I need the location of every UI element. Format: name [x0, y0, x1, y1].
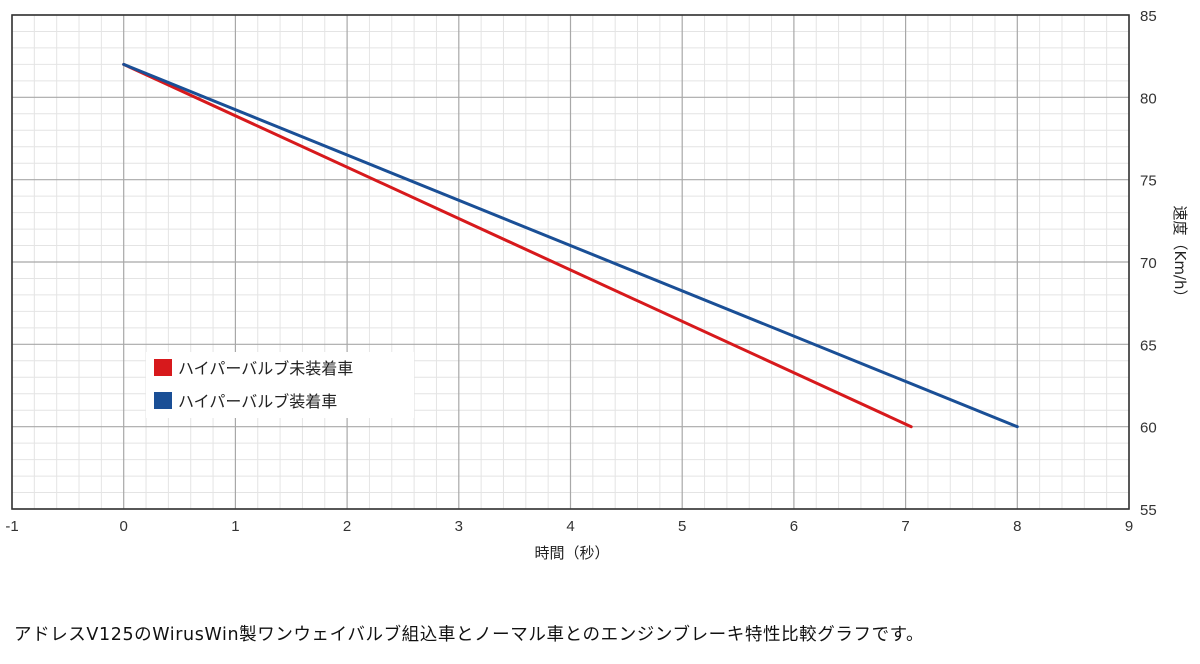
y-tick-label: 70 [1140, 255, 1157, 272]
x-tick-label: 9 [1125, 518, 1133, 535]
x-tick-label: 2 [343, 518, 351, 535]
x-axis-label: 時間（秒） [534, 544, 609, 562]
x-tick-labels: -1 0 1 2 3 4 5 6 7 8 9 [5, 518, 1133, 535]
speed-chart: -1 0 1 2 3 4 5 6 7 8 9 55 60 65 70 75 80 85 時間（秒） 速度（Km/… [5, 8, 1189, 562]
y-tick-label: 60 [1140, 420, 1157, 437]
y-tick-label: 85 [1140, 8, 1157, 25]
series-line-0 [122, 62, 913, 429]
legend: ハイパーバルブ未装着車 ハイパーバルブ装着車 [146, 352, 414, 418]
x-tick-label: 8 [1013, 518, 1021, 535]
x-tick-label: 1 [231, 518, 239, 535]
series-line-1 [122, 62, 1019, 429]
x-tick-label: 6 [790, 518, 798, 535]
legend-label-not-equipped: ハイパーバルブ未装着車 [178, 359, 353, 378]
y-tick-label: 65 [1140, 337, 1157, 354]
y-tick-label: 80 [1140, 90, 1157, 107]
legend-swatch-not-equipped [154, 359, 172, 376]
legend-background [146, 352, 414, 418]
x-tick-label: 3 [455, 518, 463, 535]
x-tick-label: -1 [5, 518, 18, 535]
caption: アドレスV125のWirusWin製ワンウェイバルブ組込車とノーマル車とのエンジ… [14, 625, 925, 645]
x-tick-label: 4 [566, 518, 574, 535]
y-tick-label: 75 [1140, 173, 1157, 190]
plot-frame [11, 14, 1130, 510]
series-layer [122, 62, 1019, 429]
x-tick-label: 5 [678, 518, 686, 535]
x-tick-label: 0 [120, 518, 128, 535]
legend-swatch-equipped [154, 392, 172, 409]
legend-label-equipped: ハイパーバルブ装着車 [178, 392, 337, 411]
x-tick-label: 7 [901, 518, 909, 535]
y-tick-labels: 55 60 65 70 75 80 85 [1140, 8, 1157, 519]
y-axis-label: 速度（Km/h） [1171, 205, 1189, 304]
y-tick-label: 55 [1140, 502, 1157, 519]
